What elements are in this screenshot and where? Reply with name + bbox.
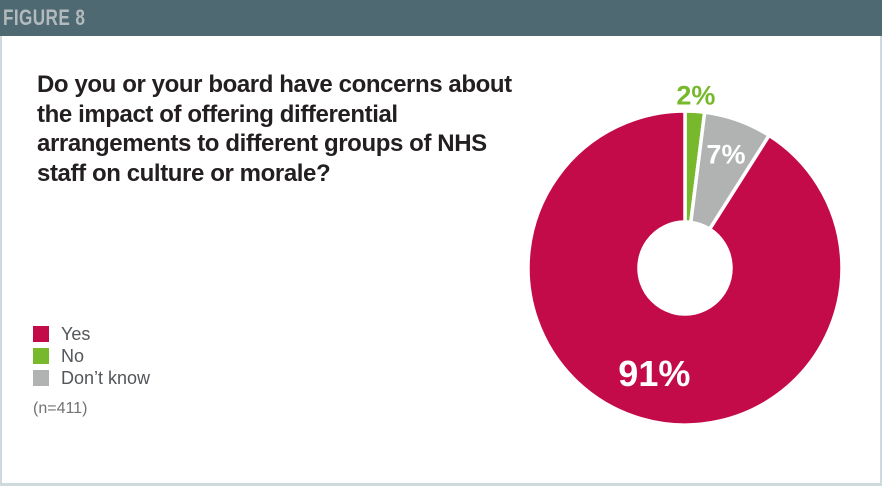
donut-slice-yes [526,109,844,427]
legend-swatch-dont-know [33,370,49,386]
figure-header-bar: FIGURE 8 [0,0,882,36]
donut-value-label-no: 2% [676,80,715,110]
figure-content-area: Do you or your board have concerns about… [0,36,882,486]
legend-item-no: No [33,345,150,367]
legend-swatch-yes [33,326,49,342]
legend-label-no: No [61,345,85,366]
legend-label-yes: Yes [61,323,91,344]
donut-chart: 2% 7% 91% [508,68,868,458]
figure-number-label: FIGURE 8 [3,5,86,30]
title-line: the impact of offering differential [37,100,398,128]
title-line: Do you or your board have concerns about [37,71,512,98]
legend-item-yes: Yes [33,323,150,345]
chart-legend: Yes No Don’t know [33,323,150,389]
donut-value-label-don-t-know: 7% [706,139,745,169]
donut-svg: 2% 7% 91% [526,80,844,427]
legend-item-dont-know: Don’t know [33,367,150,389]
legend-swatch-no [33,348,49,364]
chart-question-title: Do you or your board have concerns about… [37,70,512,188]
sample-size-note: (n=411) [33,400,88,417]
title-line: arrangements to different groups of NHS [37,130,487,157]
title-line: staff on culture or morale? [37,159,331,187]
donut-value-label-yes: 91% [618,353,690,394]
legend-label-dont-know: Don’t know [61,367,151,388]
